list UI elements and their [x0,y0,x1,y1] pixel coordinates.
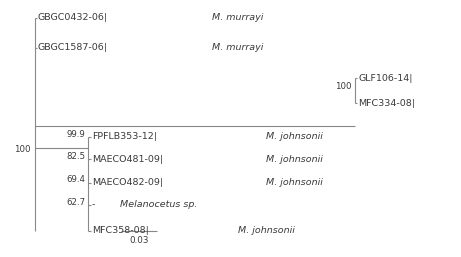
Text: GBGC0432-06|: GBGC0432-06| [37,13,107,22]
Text: 0.03: 0.03 [130,236,149,245]
Text: GLF106-14|: GLF106-14| [358,74,413,83]
Text: M. murrayi: M. murrayi [208,13,263,22]
Text: M. johnsonii: M. johnsonii [263,178,323,187]
Text: MFC334-08|: MFC334-08| [358,99,415,108]
Text: 69.4: 69.4 [66,176,85,185]
Text: 82.5: 82.5 [66,152,85,161]
Text: 62.7: 62.7 [66,198,85,207]
Text: MAECO481-09|: MAECO481-09| [92,155,163,164]
Text: Melanocetus sp.: Melanocetus sp. [120,200,198,209]
Text: M. johnsonii: M. johnsonii [263,132,323,141]
Text: M. murrayi: M. murrayi [208,43,263,52]
Text: FPFLB353-12|: FPFLB353-12| [92,132,157,141]
Text: 100: 100 [335,82,352,91]
Text: 99.9: 99.9 [66,130,85,139]
Text: MAECO482-09|: MAECO482-09| [92,178,163,187]
Text: -: - [92,200,98,209]
Text: M. johnsonii: M. johnsonii [263,155,323,164]
Text: 100: 100 [14,145,31,154]
Text: MFC358-08|: MFC358-08| [92,226,149,235]
Text: M. johnsonii: M. johnsonii [235,226,295,235]
Text: GBGC1587-06|: GBGC1587-06| [37,43,107,52]
